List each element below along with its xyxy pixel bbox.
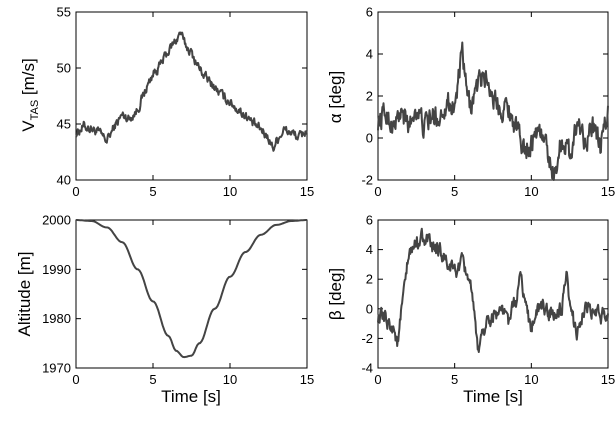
y-tick-label: 6 <box>366 5 373 20</box>
x-tick-label: 5 <box>149 184 156 199</box>
x-ticks: 0 5 10 15 <box>374 220 615 387</box>
x-axis-label: Time [s] <box>463 387 523 406</box>
panel-vtas: 0 5 10 15 40 45 50 55 VTAS [m/s] <box>19 5 314 200</box>
series-line <box>76 219 307 359</box>
y-tick-label: 1970 <box>42 361 71 376</box>
y-tick-label: 0 <box>366 301 373 316</box>
x-tick-label: 10 <box>524 184 538 199</box>
y-tick-label: 55 <box>57 5 71 20</box>
y-axis-label: α [deg] <box>326 71 345 123</box>
x-ticks: 0 5 10 15 <box>374 12 615 199</box>
y-tick-label: 4 <box>366 242 373 257</box>
y-axis-label: β [deg] <box>326 268 345 320</box>
x-ticks: 0 5 10 15 <box>72 12 314 199</box>
x-tick-label: 0 <box>72 184 79 199</box>
x-tick-label: 10 <box>223 372 237 387</box>
x-tick-label: 0 <box>72 372 79 387</box>
y-tick-label: 2 <box>366 272 373 287</box>
y-tick-label: 45 <box>57 117 71 132</box>
plot-frame <box>75 219 308 369</box>
y-tick-label: 0 <box>366 131 373 146</box>
x-tick-label: 10 <box>524 372 538 387</box>
y-tick-label: 40 <box>57 173 71 188</box>
x-tick-label: 15 <box>300 372 314 387</box>
y-ticks: 1970 1980 1990 2000 <box>42 213 307 376</box>
y-tick-label: 4 <box>366 47 373 62</box>
y-axis-label: VTAS [m/s] <box>19 58 41 131</box>
y-tick-label: -2 <box>361 331 373 346</box>
y-ticks: -4 -2 0 2 4 6 <box>361 213 608 376</box>
panel-beta: 0 5 10 15 -4 -2 0 2 4 6 β [deg] Time [s] <box>326 213 615 407</box>
x-tick-label: 15 <box>601 372 615 387</box>
y-axis-label: Altitude [m] <box>15 251 34 336</box>
x-axis-label: Time [s] <box>161 387 221 406</box>
x-tick-label: 5 <box>149 372 156 387</box>
x-tick-label: 15 <box>601 184 615 199</box>
y-tick-label: 2000 <box>42 213 71 228</box>
y-ticks: -2 0 2 4 6 <box>361 5 608 188</box>
panel-altitude: 0 5 10 15 1970 1980 1990 2000 Altitude [m] Tim… <box>15 213 314 407</box>
y-tick-label: 1980 <box>42 311 71 326</box>
plot-frame <box>377 219 609 369</box>
series-line <box>75 31 308 152</box>
y-tick-label: 50 <box>57 61 71 76</box>
x-tick-label: 0 <box>374 372 381 387</box>
y-tick-label: 6 <box>366 213 373 228</box>
y-tick-label: 2 <box>366 89 373 104</box>
x-tick-label: 15 <box>300 184 314 199</box>
y-tick-label: -4 <box>361 361 373 376</box>
series-line <box>377 41 609 181</box>
series-line <box>377 227 609 353</box>
y-ticks: 40 45 50 55 <box>57 5 307 188</box>
y-tick-label: -2 <box>361 173 373 188</box>
x-tick-label: 0 <box>374 184 381 199</box>
x-tick-label: 5 <box>451 372 458 387</box>
x-ticks: 0 5 10 15 <box>72 220 314 387</box>
y-tick-label: 1990 <box>42 262 71 277</box>
plot-frame <box>75 11 308 181</box>
x-tick-label: 10 <box>223 184 237 199</box>
x-tick-label: 5 <box>451 184 458 199</box>
